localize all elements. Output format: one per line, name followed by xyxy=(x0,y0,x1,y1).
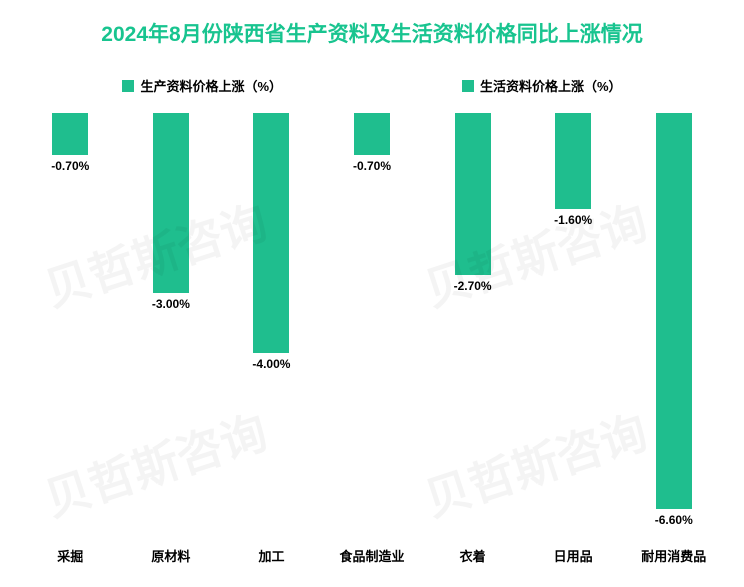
bar xyxy=(52,113,88,155)
bar-value-label: -6.60% xyxy=(655,513,693,527)
bar xyxy=(555,113,591,209)
x-axis-label: 衣着 xyxy=(422,546,523,565)
bar-slot: -1.60% xyxy=(523,113,624,533)
bar-value-label: -3.00% xyxy=(152,297,190,311)
bar-value-label: -4.00% xyxy=(252,357,290,371)
bar-value-label: -0.70% xyxy=(353,159,391,173)
bar xyxy=(253,113,289,353)
legend-label: 生活资料价格上涨（%） xyxy=(480,76,622,95)
chart-title: 2024年8月份陕西省生产资料及生活资料价格同比上涨情况 xyxy=(0,0,744,48)
bar-slot: -0.70% xyxy=(20,113,121,533)
x-axis-label: 耐用消费品 xyxy=(623,546,724,565)
bar xyxy=(656,113,692,509)
legend: 生产资料价格上涨（%） 生活资料价格上涨（%） xyxy=(0,76,744,95)
x-axis-label: 采掘 xyxy=(20,546,121,565)
bar-value-label: -2.70% xyxy=(454,279,492,293)
x-axis-label: 食品制造业 xyxy=(322,546,423,565)
legend-label: 生产资料价格上涨（%） xyxy=(140,76,282,95)
bar xyxy=(455,113,491,275)
bar-value-label: -0.70% xyxy=(51,159,89,173)
bar-slot: -3.00% xyxy=(121,113,222,533)
legend-swatch-icon xyxy=(122,80,134,92)
bars-container: -0.70% -3.00% -4.00% -0.70% -2.70% -1.60% -6.6… xyxy=(20,113,724,533)
legend-item-production: 生产资料价格上涨（%） xyxy=(122,76,282,95)
bar-slot: -4.00% xyxy=(221,113,322,533)
bar-slot: -6.60% xyxy=(623,113,724,533)
x-axis-label: 日用品 xyxy=(523,546,624,565)
x-axis: 采掘原材料加工食品制造业衣着日用品耐用消费品 xyxy=(20,546,724,565)
bar xyxy=(354,113,390,155)
legend-item-living: 生活资料价格上涨（%） xyxy=(462,76,622,95)
bar-slot: -0.70% xyxy=(322,113,423,533)
legend-swatch-icon xyxy=(462,80,474,92)
chart-plot-area: -0.70% -3.00% -4.00% -0.70% -2.70% -1.60% -6.6… xyxy=(20,113,724,533)
bar-value-label: -1.60% xyxy=(554,213,592,227)
x-axis-label: 原材料 xyxy=(121,546,222,565)
bar-slot: -2.70% xyxy=(422,113,523,533)
bar xyxy=(153,113,189,293)
x-axis-label: 加工 xyxy=(221,546,322,565)
